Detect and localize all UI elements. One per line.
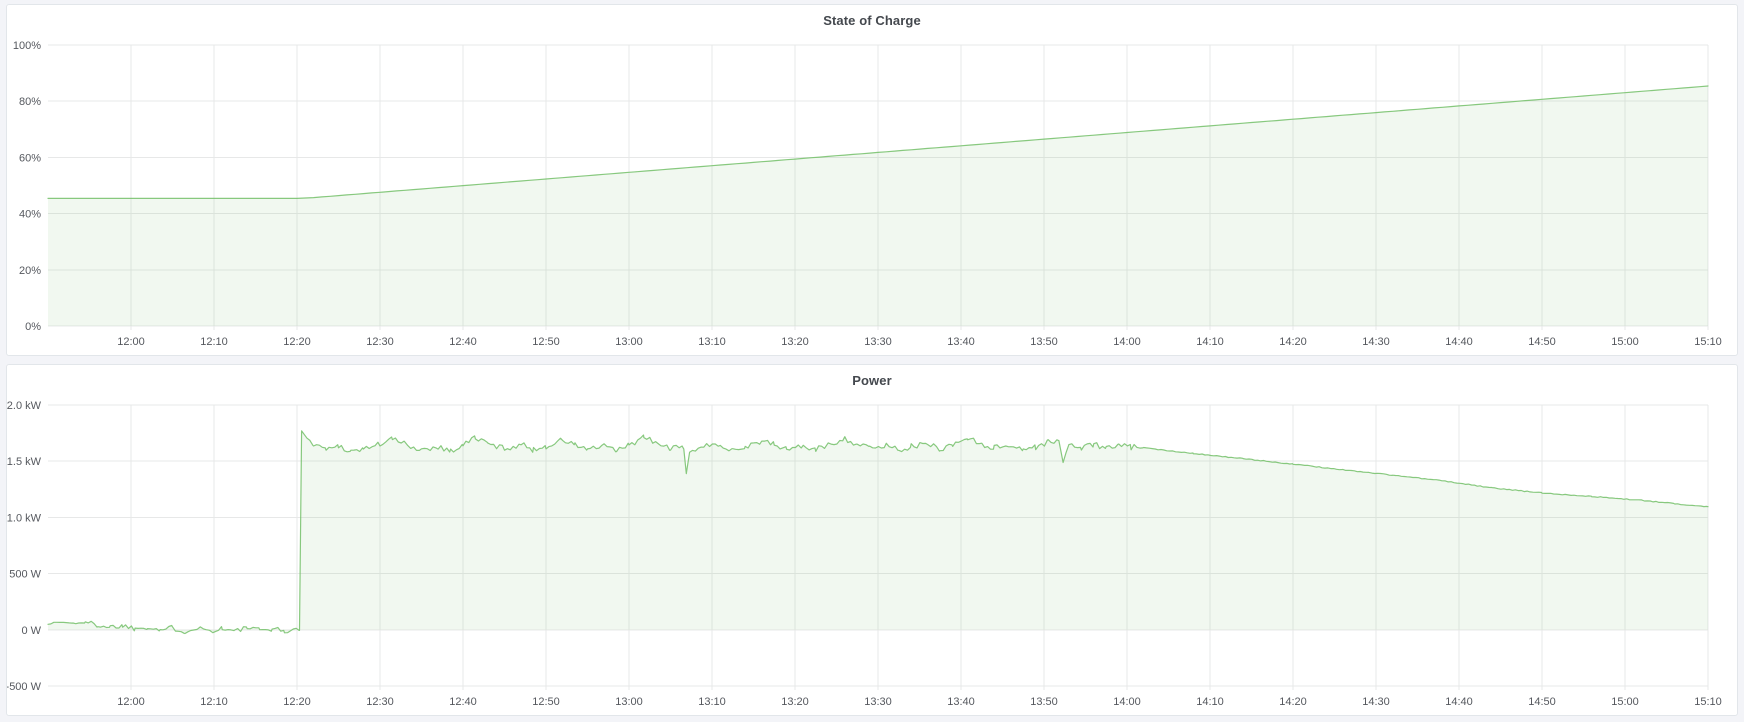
svg-text:12:40: 12:40 xyxy=(449,696,477,708)
svg-text:12:20: 12:20 xyxy=(283,336,311,348)
svg-text:12:30: 12:30 xyxy=(366,696,394,708)
svg-text:13:10: 13:10 xyxy=(698,336,726,348)
svg-text:12:50: 12:50 xyxy=(532,336,560,348)
svg-text:14:40: 14:40 xyxy=(1445,336,1473,348)
svg-text:12:10: 12:10 xyxy=(200,696,228,708)
svg-text:13:40: 13:40 xyxy=(947,696,975,708)
svg-text:40%: 40% xyxy=(19,209,41,221)
svg-text:15:00: 15:00 xyxy=(1611,696,1639,708)
svg-text:0%: 0% xyxy=(25,321,41,333)
svg-text:0 W: 0 W xyxy=(21,625,41,637)
svg-text:12:00: 12:00 xyxy=(117,696,145,708)
panel-state-of-charge: State of Charge 0% 20% 40% 60% 80% 100% 12:00 1… xyxy=(6,4,1738,356)
svg-text:13:20: 13:20 xyxy=(781,696,809,708)
svg-text:12:00: 12:00 xyxy=(117,336,145,348)
panel-header-power[interactable]: Power xyxy=(7,365,1737,395)
svg-text:1.0 kW: 1.0 kW xyxy=(7,512,42,524)
panel-power: Power -500 W 0 W 500 W 1.0 kW 1.5 kW 2.0 kW 12… xyxy=(6,364,1738,716)
svg-text:14:30: 14:30 xyxy=(1362,336,1390,348)
svg-text:13:30: 13:30 xyxy=(864,696,892,708)
svg-text:13:10: 13:10 xyxy=(698,696,726,708)
svg-text:2.0 kW: 2.0 kW xyxy=(7,400,42,412)
svg-text:12:40: 12:40 xyxy=(449,336,477,348)
svg-text:14:10: 14:10 xyxy=(1196,696,1224,708)
svg-text:13:50: 13:50 xyxy=(1030,696,1058,708)
svg-text:12:50: 12:50 xyxy=(532,696,560,708)
svg-text:14:50: 14:50 xyxy=(1528,696,1556,708)
svg-text:80%: 80% xyxy=(19,96,41,108)
svg-text:13:00: 13:00 xyxy=(615,696,643,708)
svg-text:500 W: 500 W xyxy=(9,569,41,581)
svg-text:15:00: 15:00 xyxy=(1611,336,1639,348)
panel-title-power: Power xyxy=(852,372,892,388)
svg-text:13:50: 13:50 xyxy=(1030,336,1058,348)
panel-header-state-of-charge[interactable]: State of Charge xyxy=(7,5,1737,35)
svg-text:14:00: 14:00 xyxy=(1113,336,1141,348)
svg-text:14:30: 14:30 xyxy=(1362,696,1390,708)
svg-text:20%: 20% xyxy=(19,265,41,277)
state-of-charge-chart[interactable]: 0% 20% 40% 60% 80% 100% 12:00 12:10 12:20 12:30 12… xyxy=(7,35,1737,355)
svg-text:13:00: 13:00 xyxy=(615,336,643,348)
svg-text:12:10: 12:10 xyxy=(200,336,228,348)
svg-text:60%: 60% xyxy=(19,152,41,164)
svg-text:14:10: 14:10 xyxy=(1196,336,1224,348)
svg-text:14:50: 14:50 xyxy=(1528,336,1556,348)
svg-text:13:20: 13:20 xyxy=(781,336,809,348)
svg-text:14:40: 14:40 xyxy=(1445,696,1473,708)
svg-text:-500 W: -500 W xyxy=(7,681,42,693)
svg-text:15:10: 15:10 xyxy=(1694,696,1722,708)
svg-text:12:20: 12:20 xyxy=(283,696,311,708)
svg-text:14:20: 14:20 xyxy=(1279,336,1307,348)
svg-text:12:30: 12:30 xyxy=(366,336,394,348)
power-chart[interactable]: -500 W 0 W 500 W 1.0 kW 1.5 kW 2.0 kW 12:00 12:… xyxy=(7,395,1737,715)
svg-text:13:30: 13:30 xyxy=(864,336,892,348)
svg-text:100%: 100% xyxy=(13,40,41,52)
svg-text:15:10: 15:10 xyxy=(1694,336,1722,348)
svg-text:1.5 kW: 1.5 kW xyxy=(7,456,42,468)
svg-text:14:00: 14:00 xyxy=(1113,696,1141,708)
panel-title-state-of-charge: State of Charge xyxy=(823,12,921,28)
svg-text:14:20: 14:20 xyxy=(1279,696,1307,708)
svg-text:13:40: 13:40 xyxy=(947,336,975,348)
